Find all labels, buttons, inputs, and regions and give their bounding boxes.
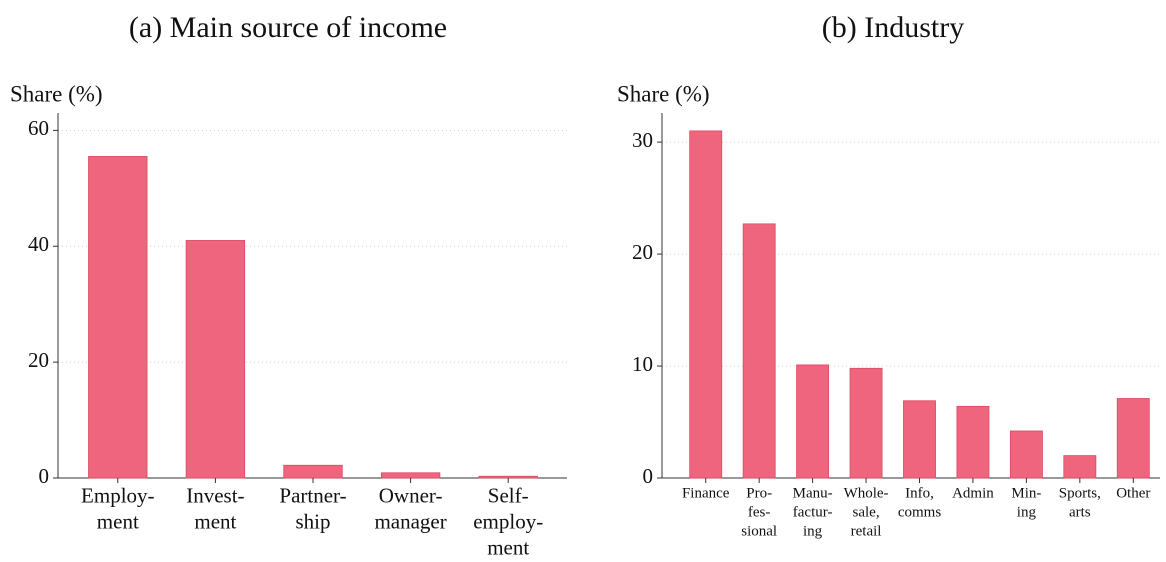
x-tick-label: Employ-: [81, 483, 155, 507]
x-tick-label: ment: [194, 509, 236, 533]
x-tick-label: ing: [803, 524, 823, 540]
y-tick-label: 0: [643, 464, 654, 488]
x-tick-label: sale,: [853, 505, 880, 521]
bar: [380, 472, 441, 479]
y-tick-label: 40: [28, 232, 49, 256]
x-tick-label: Admin: [952, 486, 994, 502]
x-tick-label: employ-: [473, 509, 543, 533]
x-tick-label: ship: [295, 509, 330, 533]
x-tick-label: ment: [487, 535, 529, 559]
x-tick-label: Info,: [905, 486, 934, 502]
x-tick-label: Partner-: [279, 483, 346, 507]
y-tick-label: 10: [632, 352, 653, 376]
x-tick-label: Min-: [1011, 486, 1041, 502]
x-tick-label: Self-: [488, 483, 529, 507]
x-tick-label: ment: [97, 509, 139, 533]
bar: [742, 223, 776, 479]
x-tick-label: retail: [851, 524, 882, 540]
x-tick-label: sional: [741, 524, 777, 540]
bar: [283, 464, 343, 479]
y-axis-label: Share (%): [617, 81, 710, 106]
y-tick-label: 20: [632, 240, 653, 264]
bar: [849, 367, 883, 479]
y-tick-label: 60: [28, 116, 49, 140]
chart-title: (b) Industry: [822, 11, 964, 44]
x-tick-label: arts: [1069, 505, 1091, 521]
x-tick-label: ing: [1017, 505, 1037, 521]
bar: [478, 475, 538, 479]
x-tick-label: Invest-: [186, 483, 244, 507]
bar: [796, 364, 830, 479]
bar: [956, 405, 990, 479]
bar: [185, 240, 246, 479]
x-tick-label: factur-: [793, 505, 833, 521]
y-axis-label: Share (%): [10, 81, 103, 106]
y-tick-label: 30: [632, 128, 653, 152]
x-tick-label: Whole-: [844, 486, 889, 502]
x-tick-label: Manu-: [793, 486, 833, 502]
bar: [903, 400, 936, 479]
y-tick-label: 0: [39, 464, 50, 488]
bar: [689, 130, 723, 479]
bar: [1116, 398, 1150, 479]
x-tick-label: Owner-: [379, 483, 443, 507]
x-tick-label: Finance: [682, 486, 730, 502]
x-tick-label: Sports,: [1059, 486, 1101, 502]
x-tick-label: fes-: [748, 505, 771, 521]
bar: [88, 156, 148, 479]
bar: [1063, 455, 1097, 479]
x-tick-label: Pro-: [746, 486, 772, 502]
chart-title: (a) Main source of income: [129, 11, 447, 44]
bar: [1009, 430, 1043, 479]
x-tick-label: manager: [374, 509, 446, 533]
y-tick-label: 20: [28, 348, 49, 372]
x-tick-label: comms: [898, 505, 941, 521]
x-tick-label: Other: [1116, 486, 1150, 502]
